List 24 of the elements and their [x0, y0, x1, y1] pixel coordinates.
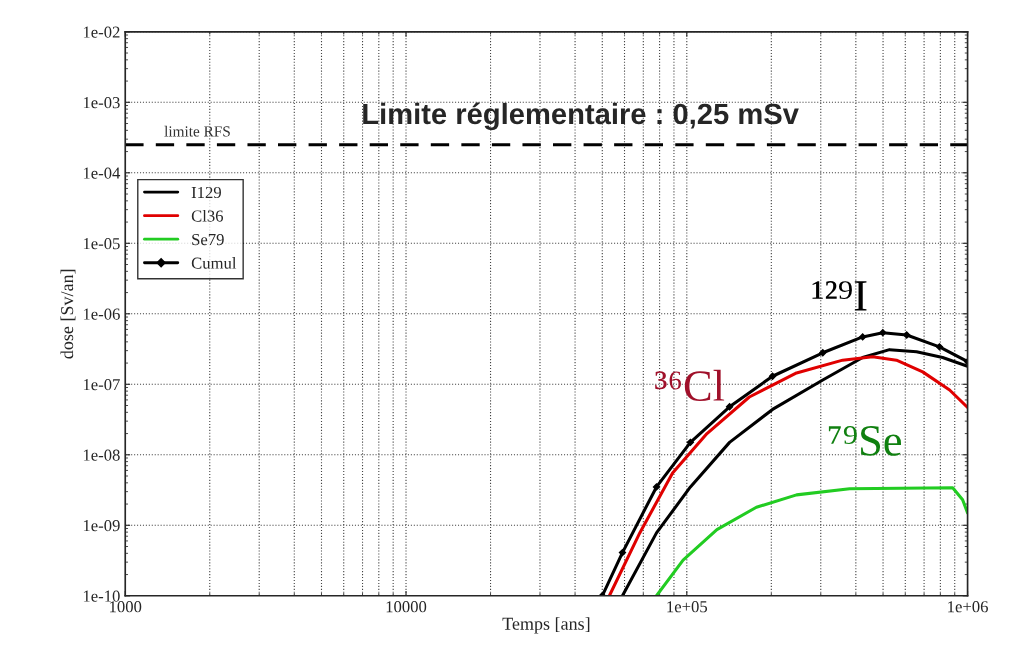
y-tick-label: 1e-09	[83, 519, 120, 532]
legend-label: I129	[191, 186, 221, 199]
annotation: ³⁶Cl	[655, 369, 725, 402]
legend-label: Cl36	[191, 209, 224, 222]
y-tick-label: 1e-08	[83, 449, 120, 461]
x-tick-label: 10000	[386, 601, 427, 613]
y-tick-label: 1e-06	[83, 308, 120, 320]
annotation: ¹²⁹I	[812, 281, 867, 311]
annotation: ⁷⁹Se	[828, 425, 901, 456]
y-tick-label: 1e-05	[83, 237, 120, 250]
y-tick-label: 1e-02	[83, 26, 120, 38]
y-tick-label: 1e-10	[83, 590, 120, 602]
legend-label: Cumul	[191, 257, 237, 269]
y-axis-title: dose [Sv/an]	[60, 269, 76, 359]
legend-label: Se79	[192, 233, 224, 246]
x-tick-label: 1e+06	[948, 601, 988, 613]
ref-line-label: limite RFS	[164, 125, 230, 137]
y-tick-label: 1e-04	[83, 167, 121, 179]
x-tick-label: 1000	[110, 601, 142, 613]
y-tick-label: 1e-07	[83, 378, 120, 391]
x-tick-label: 1e+05	[667, 601, 708, 613]
x-axis-title: Temps [ans]	[502, 617, 590, 634]
annotation: Limite réglementaire : 0,25 mSv	[363, 102, 799, 131]
y-tick-label: 1e-03	[83, 97, 120, 109]
